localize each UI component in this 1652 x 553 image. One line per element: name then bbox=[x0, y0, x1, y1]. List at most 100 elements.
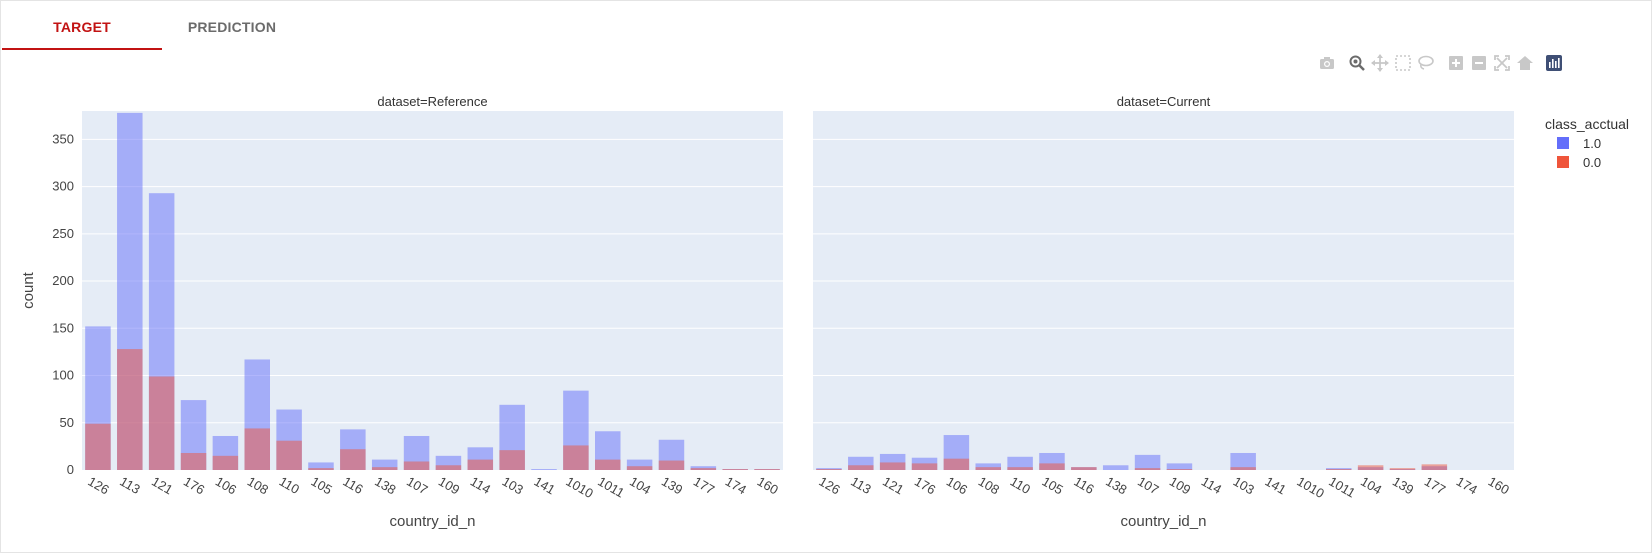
bar-current-0.0-103[interactable] bbox=[1230, 467, 1256, 470]
x-tick-label: 106 bbox=[213, 474, 239, 498]
y-tick-label: 200 bbox=[52, 273, 74, 288]
home-icon[interactable] bbox=[1515, 53, 1535, 73]
y-tick-label: 0 bbox=[67, 462, 74, 477]
bar-current-0.0-121[interactable] bbox=[879, 462, 906, 470]
bar-current-0.0-177[interactable] bbox=[1421, 464, 1448, 470]
x-tick-label: 174 bbox=[1454, 474, 1480, 498]
zoom-icon[interactable] bbox=[1347, 53, 1367, 73]
bar-current-1.0-107[interactable] bbox=[1134, 454, 1161, 470]
bar-current-0.0-108[interactable] bbox=[975, 467, 1001, 470]
bar-current-0.0-126[interactable] bbox=[816, 469, 842, 470]
bar-current-0.0-105[interactable] bbox=[1039, 463, 1065, 470]
bar-current-0.0-104[interactable] bbox=[1357, 465, 1384, 470]
legend: class_acctual 1.0 0.0 bbox=[1545, 116, 1629, 170]
y-tick-label: 300 bbox=[52, 179, 74, 194]
bar-reference-0.0-1010[interactable] bbox=[563, 445, 589, 470]
bar-reference-0.0-106[interactable] bbox=[212, 455, 239, 470]
x-tick-label: 108 bbox=[976, 474, 1002, 498]
tab-prediction[interactable]: PREDICTION bbox=[187, 19, 277, 35]
legend-swatch-0 bbox=[1557, 156, 1569, 168]
bar-reference-0.0-177[interactable] bbox=[690, 468, 717, 470]
bar-reference-0.0-126[interactable] bbox=[85, 423, 111, 470]
bar-current-1.0-103[interactable] bbox=[1230, 452, 1256, 470]
plotly-logo-icon[interactable] bbox=[1544, 53, 1564, 73]
bar-reference-1.0-138[interactable] bbox=[371, 459, 398, 470]
bar-reference-0.0-113[interactable] bbox=[117, 349, 143, 470]
bar-reference-0.0-160[interactable] bbox=[754, 469, 780, 470]
bar-current-0.0-176[interactable] bbox=[911, 463, 938, 470]
bar-reference-1.0-104[interactable] bbox=[626, 459, 653, 470]
bar-current-0.0-113[interactable] bbox=[848, 465, 874, 470]
bar-reference-0.0-104[interactable] bbox=[626, 466, 653, 470]
bar-current-1.0-110[interactable] bbox=[1007, 456, 1033, 470]
x-tick-label: 105 bbox=[1039, 474, 1065, 498]
bar-current-1.0-138[interactable] bbox=[1102, 465, 1129, 470]
bar-reference-0.0-1011[interactable] bbox=[595, 459, 621, 470]
bar-reference-1.0-105[interactable] bbox=[308, 462, 334, 470]
bar-current-1.0-109[interactable] bbox=[1166, 463, 1193, 470]
bar-current-1.0-108[interactable] bbox=[975, 463, 1001, 470]
y-tick-label: 150 bbox=[52, 320, 74, 335]
box-select-icon[interactable] bbox=[1393, 53, 1413, 73]
facet-reference: dataset=Reference 126 113 121 176 106 108 110 1… bbox=[82, 94, 783, 501]
x-tick-label: 1010 bbox=[1294, 474, 1327, 501]
tab-target[interactable]: TARGET bbox=[2, 0, 162, 50]
bar-reference-0.0-108[interactable] bbox=[244, 428, 270, 470]
y-tick-label: 250 bbox=[52, 226, 74, 241]
y-tick-label: 100 bbox=[52, 368, 74, 383]
y-tick-label: 50 bbox=[60, 415, 74, 430]
bar-reference-0.0-109[interactable] bbox=[435, 465, 462, 470]
legend-item-0[interactable]: 0.0 bbox=[1557, 155, 1601, 170]
x-tick-label: 114 bbox=[468, 474, 493, 497]
bar-current-0.0-109[interactable] bbox=[1166, 469, 1193, 470]
x-tick-label: 141 bbox=[532, 474, 558, 498]
x-tick-label: 139 bbox=[1390, 474, 1416, 498]
x-tick-label: 107 bbox=[1135, 474, 1161, 498]
bar-reference-1.0-141[interactable] bbox=[531, 469, 557, 470]
bar-reference-0.0-105[interactable] bbox=[308, 468, 334, 470]
bar-reference-0.0-174[interactable] bbox=[722, 469, 748, 470]
x-tick-label: 116 bbox=[340, 474, 365, 497]
x-tick-label: 104 bbox=[627, 474, 653, 498]
x-tick-label: 1011 bbox=[595, 474, 627, 501]
legend-title: class_acctual bbox=[1545, 116, 1629, 132]
x-tick-label: 109 bbox=[436, 474, 462, 498]
bar-reference-0.0-116[interactable] bbox=[340, 449, 366, 470]
lasso-icon[interactable] bbox=[1416, 53, 1436, 73]
x-tick-label: 109 bbox=[1167, 474, 1193, 498]
x-tick-label: 104 bbox=[1358, 474, 1384, 498]
bar-current-0.0-139[interactable] bbox=[1389, 468, 1416, 470]
y-tick-label: 350 bbox=[52, 131, 74, 146]
x-tick-label: 141 bbox=[1263, 474, 1289, 498]
zoom-in-icon[interactable] bbox=[1446, 53, 1466, 73]
bar-current-0.0-110[interactable] bbox=[1007, 467, 1033, 470]
legend-item-1[interactable]: 1.0 bbox=[1557, 136, 1601, 151]
x-tick-label: 107 bbox=[404, 474, 430, 498]
camera-icon[interactable] bbox=[1317, 53, 1337, 73]
bar-current-0.0-1011[interactable] bbox=[1326, 469, 1352, 470]
pan-icon[interactable] bbox=[1370, 53, 1390, 73]
bar-reference-0.0-176[interactable] bbox=[180, 452, 207, 470]
x-tick-label: 114 bbox=[1199, 474, 1224, 497]
x-axis-title-reference: country_id_n bbox=[390, 513, 476, 530]
bar-current-0.0-106[interactable] bbox=[943, 458, 970, 470]
bar-reference-0.0-103[interactable] bbox=[499, 450, 525, 470]
autoscale-icon[interactable] bbox=[1492, 53, 1512, 73]
bar-current-0.0-116[interactable] bbox=[1071, 467, 1097, 470]
x-tick-label: 177 bbox=[1422, 474, 1448, 498]
bar-current-0.0-107[interactable] bbox=[1134, 468, 1161, 470]
zoom-out-icon[interactable] bbox=[1469, 53, 1489, 73]
bar-reference-0.0-114[interactable] bbox=[467, 459, 494, 470]
x-tick-label: 110 bbox=[1008, 474, 1033, 497]
x-tick-label: 139 bbox=[659, 474, 685, 498]
bar-reference-0.0-138[interactable] bbox=[371, 467, 398, 470]
bar-reference-0.0-110[interactable] bbox=[276, 440, 302, 470]
y-axis-ticks: 0 50 100 150 200 250 300 350 bbox=[52, 131, 74, 477]
x-tick-label: 113 bbox=[848, 474, 873, 497]
x-tick-label: 138 bbox=[372, 474, 398, 498]
bar-reference-0.0-107[interactable] bbox=[403, 461, 430, 470]
facet-title-current: dataset=Current bbox=[1117, 94, 1211, 109]
bar-reference-0.0-121[interactable] bbox=[148, 376, 175, 470]
bar-reference-0.0-139[interactable] bbox=[658, 460, 685, 470]
